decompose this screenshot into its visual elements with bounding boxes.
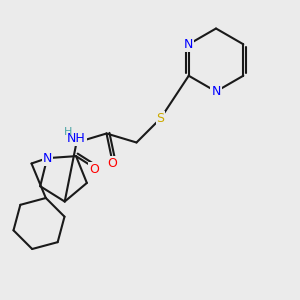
Text: N: N	[43, 152, 52, 165]
Text: O: O	[89, 163, 99, 176]
Text: O: O	[108, 157, 117, 170]
Text: N: N	[211, 85, 221, 98]
Text: N: N	[184, 38, 194, 51]
Text: S: S	[157, 112, 164, 125]
Text: NH: NH	[67, 132, 86, 146]
Text: H: H	[64, 127, 73, 137]
